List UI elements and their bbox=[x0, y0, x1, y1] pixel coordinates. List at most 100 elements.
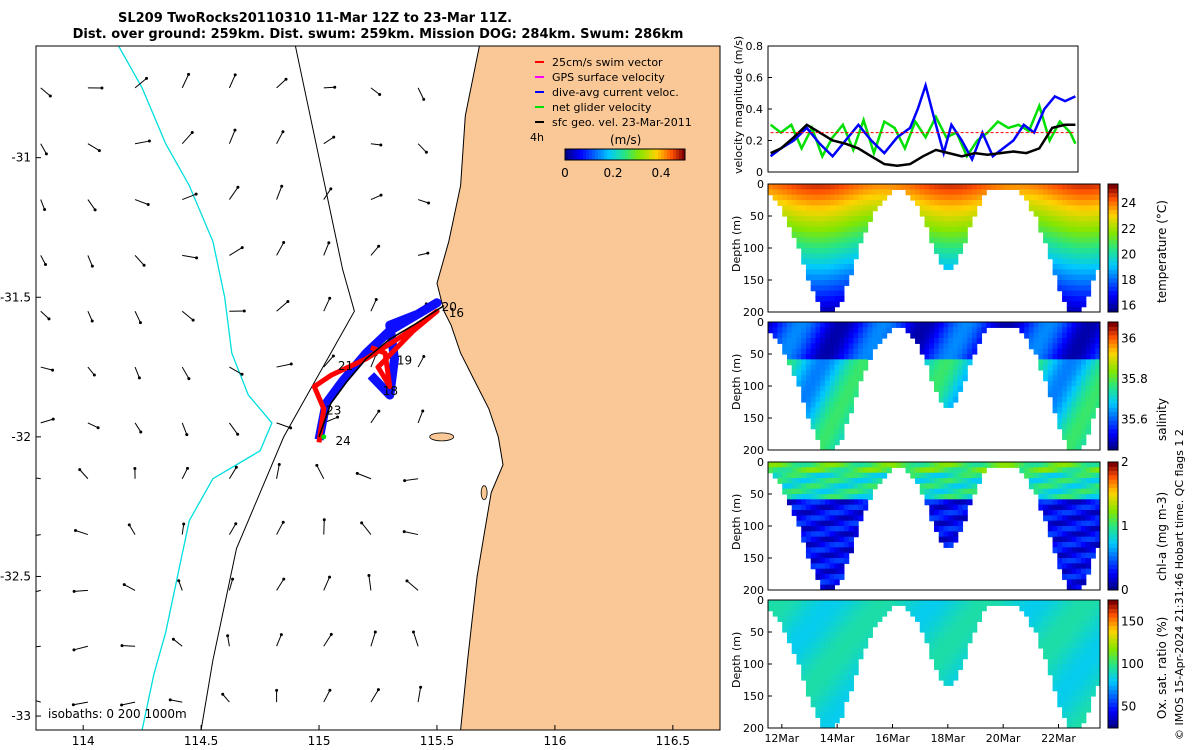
section-cell bbox=[834, 189, 840, 196]
map-frame bbox=[35, 45, 721, 731]
section-cell bbox=[891, 462, 897, 468]
section-colorbar-frame bbox=[1107, 321, 1119, 451]
section-cell bbox=[952, 237, 959, 244]
section-content bbox=[768, 184, 1100, 312]
section-cell bbox=[820, 680, 826, 686]
vector-arrow-head bbox=[360, 521, 364, 525]
section-cell bbox=[986, 184, 992, 190]
section-cell bbox=[957, 359, 964, 366]
section-cell bbox=[824, 600, 831, 606]
section-cell bbox=[843, 237, 850, 244]
track-end-marker bbox=[321, 434, 327, 440]
section-cell bbox=[815, 642, 821, 649]
section-cell bbox=[843, 637, 850, 644]
section-cell bbox=[829, 494, 835, 500]
section-cell bbox=[962, 616, 968, 622]
section-cell bbox=[1057, 690, 1063, 697]
section-cell bbox=[820, 696, 826, 702]
section-cell bbox=[929, 648, 935, 654]
section-cell bbox=[801, 674, 807, 681]
section-cell bbox=[782, 322, 788, 328]
section-cell bbox=[810, 701, 817, 708]
velocity-ylabel: velocity magnitude (m/s) bbox=[732, 36, 745, 174]
section-cell bbox=[848, 621, 854, 628]
section-cell bbox=[862, 189, 869, 196]
section-cell bbox=[981, 600, 987, 606]
section-cell bbox=[1062, 653, 1068, 660]
section-cell bbox=[1033, 616, 1039, 622]
section-cell bbox=[1052, 658, 1058, 665]
section-cell bbox=[1047, 375, 1054, 382]
section-cell bbox=[801, 232, 807, 238]
section-cell bbox=[801, 664, 807, 670]
section-cell bbox=[962, 200, 968, 206]
section-cell bbox=[1085, 605, 1092, 612]
section-cell bbox=[810, 669, 817, 676]
vector-arrow bbox=[87, 422, 99, 429]
section-cell bbox=[824, 194, 831, 201]
section-cell bbox=[1047, 364, 1054, 371]
section-cell bbox=[824, 717, 831, 724]
section-cell bbox=[824, 216, 831, 222]
section-cell bbox=[1057, 499, 1063, 506]
section-cell bbox=[995, 184, 1001, 190]
section-cell bbox=[919, 348, 926, 355]
section-cell bbox=[952, 494, 959, 500]
section-cell bbox=[820, 332, 826, 339]
section-cell bbox=[952, 348, 959, 355]
section-cell bbox=[886, 600, 892, 606]
section-cell bbox=[915, 472, 921, 479]
section-cell bbox=[815, 226, 821, 233]
section-cell bbox=[1081, 658, 1087, 665]
section-cell bbox=[1066, 674, 1073, 681]
section-cell bbox=[943, 232, 949, 238]
section-cell bbox=[862, 364, 869, 371]
section-colorbar-tick: 22 bbox=[1121, 222, 1136, 236]
section-cell bbox=[810, 658, 817, 665]
section-cell bbox=[843, 380, 850, 387]
section-cell bbox=[843, 610, 850, 617]
section-colorbar-cell bbox=[1108, 356, 1118, 361]
section-cell bbox=[858, 467, 864, 474]
vector-arrow bbox=[181, 422, 188, 435]
section-cell bbox=[962, 232, 968, 238]
day-label: 18 bbox=[383, 384, 398, 398]
section-colorbar-cell bbox=[1108, 252, 1118, 258]
section-cell bbox=[1066, 364, 1073, 371]
section-colorbar-cell bbox=[1108, 307, 1118, 313]
section-cell bbox=[1081, 301, 1087, 308]
section-cell bbox=[1090, 488, 1096, 495]
section-cell bbox=[1085, 701, 1092, 708]
section-cell bbox=[938, 354, 945, 360]
section-cell bbox=[1071, 653, 1077, 660]
section-cell bbox=[839, 290, 845, 297]
section-cell bbox=[772, 189, 779, 196]
section-cell bbox=[843, 274, 850, 281]
section-cell bbox=[1043, 488, 1049, 495]
section-cell bbox=[815, 290, 821, 297]
section-cell bbox=[1033, 621, 1039, 628]
vector-arrow bbox=[276, 186, 283, 200]
section-cell bbox=[1085, 632, 1092, 638]
section-ytick-label: 100 bbox=[743, 380, 764, 393]
section-cell bbox=[1081, 462, 1087, 468]
section-cell bbox=[1076, 290, 1082, 297]
section-cell bbox=[867, 189, 873, 196]
section-cell bbox=[815, 685, 821, 692]
section-cell bbox=[791, 488, 798, 495]
section-cell bbox=[934, 348, 940, 355]
section-cell bbox=[1081, 253, 1087, 260]
section-cell bbox=[1095, 216, 1100, 222]
section-content bbox=[768, 600, 1100, 728]
section-cell bbox=[1047, 322, 1054, 328]
section-cell bbox=[1081, 626, 1087, 633]
section-cell bbox=[834, 434, 840, 440]
section-cell bbox=[1062, 348, 1068, 355]
section-cell bbox=[1095, 205, 1100, 212]
section-cell bbox=[848, 462, 854, 468]
section-cell bbox=[796, 626, 802, 633]
section-cell bbox=[1043, 184, 1049, 190]
section-cell bbox=[843, 232, 850, 238]
section-cell bbox=[962, 621, 968, 628]
section-cell bbox=[843, 616, 850, 622]
